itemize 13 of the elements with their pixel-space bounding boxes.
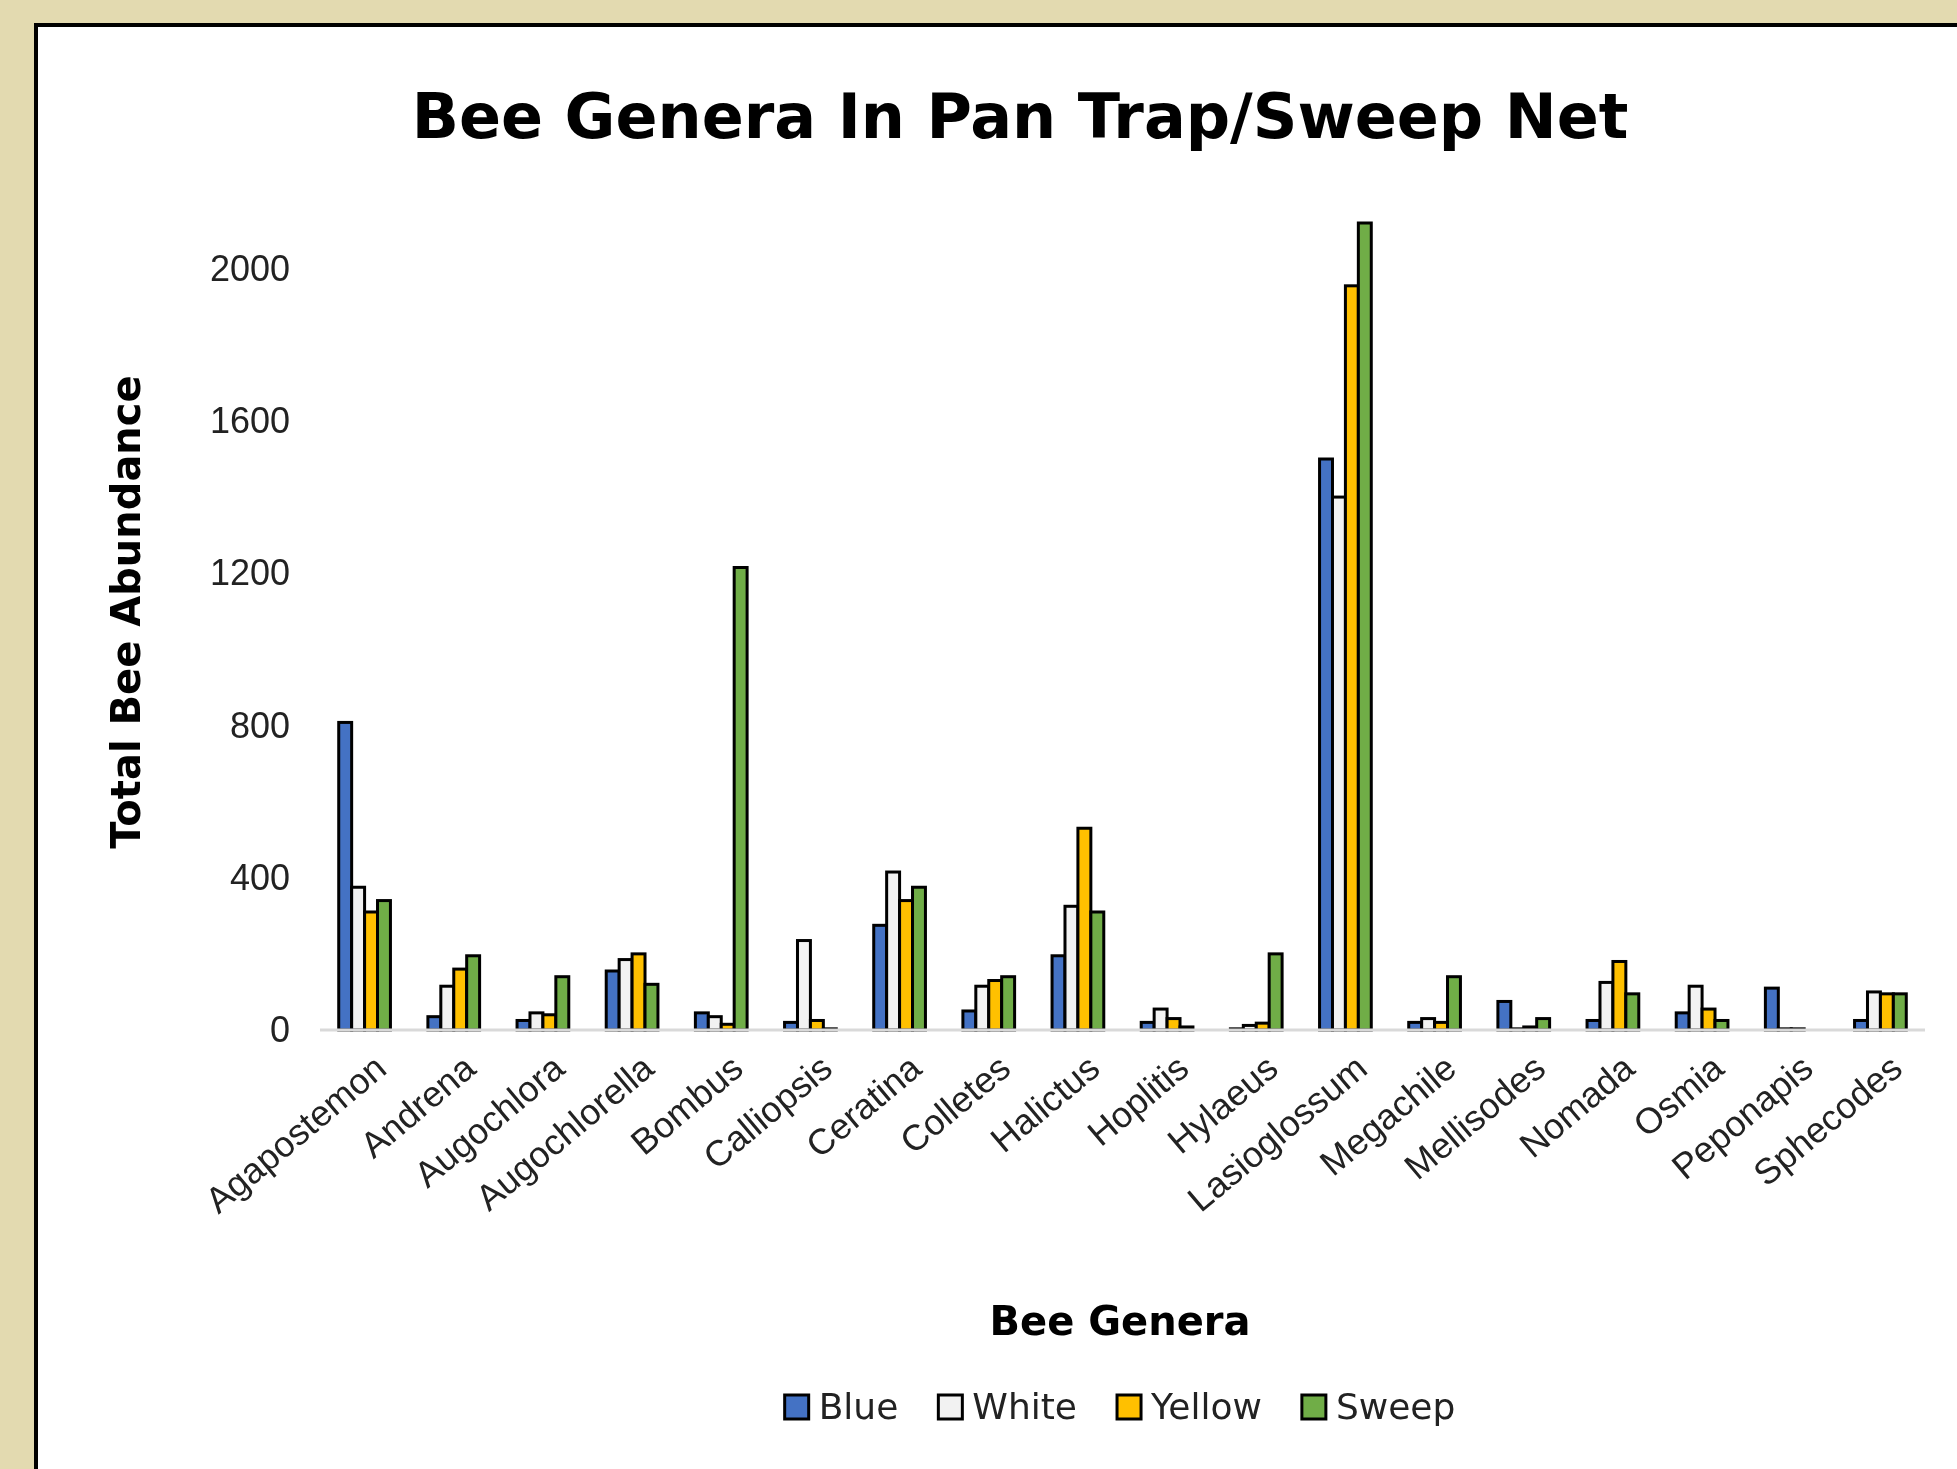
y-tick-label: 1200	[209, 552, 290, 594]
legend-label: Blue	[818, 1386, 899, 1427]
y-tick-label: 1600	[209, 399, 290, 441]
legend-label: White	[972, 1386, 1078, 1427]
legend-label: Sweep	[1335, 1386, 1456, 1427]
y-tick-label: 0	[269, 1009, 290, 1051]
x-axis-title: Bee Genera	[989, 1298, 1251, 1344]
chart-title: Bee Genera In Pan Trap/Sweep Net	[411, 80, 1629, 153]
legend-label: Yellow	[1150, 1386, 1262, 1427]
y-tick-label: 400	[229, 856, 290, 898]
y-tick-label: 800	[229, 704, 290, 746]
y-tick-label: 2000	[209, 247, 290, 289]
y-axis-title: Total Bee Abundance	[103, 375, 149, 849]
